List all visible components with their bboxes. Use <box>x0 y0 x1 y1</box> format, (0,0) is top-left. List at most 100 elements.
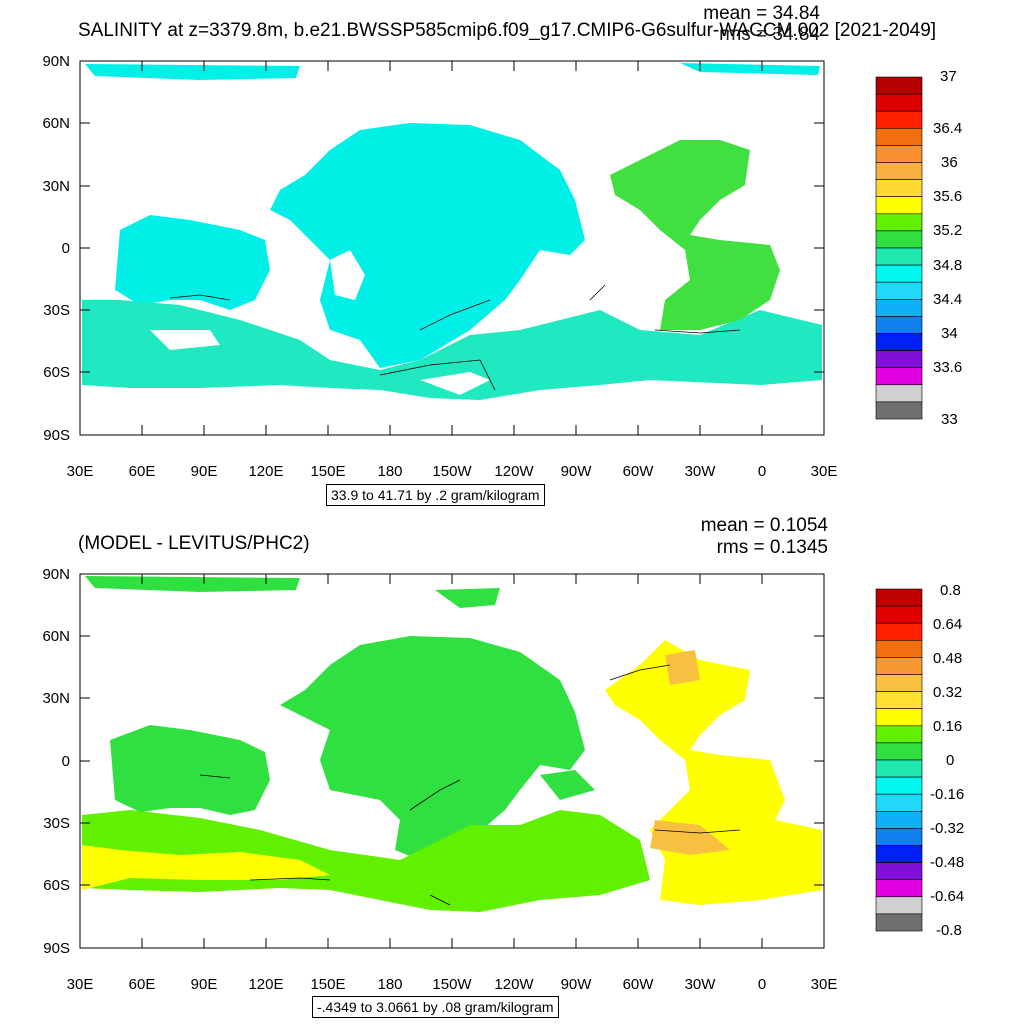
panel2-ocean-fields <box>82 576 822 912</box>
panel2-x-label: 120W <box>494 976 534 993</box>
panel2-title: (MODEL - LEVITUS/PHC2) <box>78 533 310 554</box>
panel2-x-label: 150E <box>310 976 346 993</box>
panel1-mean: mean = 34.84 <box>703 3 820 24</box>
panel2-cb-label: -0.8 <box>936 922 962 939</box>
panel1-arctic-ocean <box>85 64 300 80</box>
panel2-colorbar <box>875 588 923 932</box>
panel2-rms: rms = 0.1345 <box>716 537 828 558</box>
colorbar-swatch <box>875 674 923 692</box>
panel1-cb-label: 36.4 <box>933 120 963 137</box>
panel2-x-label: 90W <box>560 976 592 993</box>
colorbar-swatch <box>875 759 923 778</box>
panel1-x-label: 90E <box>190 463 218 480</box>
panel1-x-label: 30E <box>810 463 838 480</box>
panel1-cb-label: 37 <box>940 68 957 85</box>
colorbar-swatch <box>875 316 923 334</box>
panel1-pacific-ocean <box>270 123 585 368</box>
panel2-x-label: 120E <box>248 976 284 993</box>
panel1-x-label: 150W <box>432 463 472 480</box>
colorbar-swatch <box>875 913 923 932</box>
panel1-y-label-60s: 60S <box>43 364 70 381</box>
panel2-y-ticks <box>80 573 824 949</box>
panel1-y-label-30n: 30N <box>42 178 70 195</box>
colorbar-swatch <box>875 298 923 317</box>
panel1-x-label: 30W <box>684 463 716 480</box>
panel2-x-ticks <box>79 574 825 948</box>
colorbar-swatch <box>875 810 923 829</box>
colorbar-swatch <box>875 793 923 812</box>
colorbar-swatch <box>875 76 923 95</box>
colorbar-swatch <box>875 828 923 846</box>
panel2-y-label-30n: 30N <box>42 690 70 707</box>
panel1-y-label-30s: 30S <box>43 302 70 319</box>
panel2-x-label: 60W <box>622 976 654 993</box>
colorbar-swatch <box>875 333 923 351</box>
colorbar-swatch <box>875 384 923 403</box>
panel1-x-label: 150E <box>310 463 346 480</box>
panel1-arctic-ocean-east <box>680 63 820 75</box>
colorbar-swatch <box>875 845 923 863</box>
colorbar-swatch <box>875 128 923 146</box>
colorbar-swatch <box>875 657 923 675</box>
panel2-cb-label: 0.16 <box>933 718 963 735</box>
colorbar-swatch <box>875 776 923 795</box>
panel2-cb-label: -0.48 <box>930 854 965 871</box>
panel2-y-label-60s: 60S <box>43 877 70 894</box>
panel1-x-label: 60E <box>128 463 156 480</box>
panel2-x-label: 30E <box>66 976 94 993</box>
panel1-cb-label: 34.4 <box>933 291 963 308</box>
panel2-range-label: -.4349 to 3.0661 by .08 gram/kilogram <box>312 996 559 1018</box>
panel2-x-label: 60E <box>128 976 156 993</box>
panel2-y-label-90s: 90S <box>43 940 70 957</box>
colorbar-swatch <box>875 213 923 232</box>
panel1-x-label: 30E <box>66 463 94 480</box>
colorbar-swatch <box>875 350 923 369</box>
panel1-contours <box>169 284 741 391</box>
colorbar-swatch <box>875 708 923 727</box>
panel1-title: SALINITY at z=3379.8m, b.e21.BWSSP585cmi… <box>78 20 937 41</box>
panel2-cb-label: -0.32 <box>930 820 965 837</box>
colorbar-swatch <box>875 162 923 180</box>
panel2-cb-label: -0.16 <box>930 786 965 803</box>
panel2-x-label: 30W <box>684 976 716 993</box>
panel2-x-label: 90E <box>190 976 218 993</box>
panel1-cb-label: 36 <box>941 154 958 171</box>
panel1-colorbar <box>875 76 923 420</box>
colorbar-swatch <box>875 110 923 129</box>
panel2-cb-label: 0.48 <box>933 650 963 667</box>
panel1-cb-label: 34.8 <box>933 257 963 274</box>
panel1-x-label: 90W <box>560 463 592 480</box>
panel2-mean: mean = 0.1054 <box>700 515 828 536</box>
colorbar-swatch <box>875 196 923 215</box>
panel2-indian-ocean <box>110 725 270 815</box>
panel2-y-label-0: 0 <box>61 753 70 770</box>
panel1-x-label: 0 <box>757 463 767 480</box>
panel2-y-label-30s: 30S <box>43 815 70 832</box>
panel2-southern-yellow <box>82 845 330 890</box>
panel1-cb-label: 33 <box>941 411 958 428</box>
panel2-pacific-ocean <box>280 636 585 860</box>
panel1-cb-label: 34 <box>941 325 958 342</box>
colorbar-swatch <box>875 691 923 709</box>
panel1-x-label: 60W <box>622 463 654 480</box>
colorbar-swatch <box>875 639 923 658</box>
panel1-cb-label: 35.6 <box>933 188 963 205</box>
colorbar-swatch <box>875 264 923 283</box>
colorbar-swatch <box>875 179 923 198</box>
panel2-cb-label: 0.32 <box>933 684 963 701</box>
panel1-southern-ocean <box>82 300 822 400</box>
colorbar-swatch <box>875 862 923 880</box>
colorbar-swatch <box>875 896 923 915</box>
panel1-y-ticks <box>80 60 824 436</box>
panel2-arctic-ocean-mid <box>435 588 500 608</box>
panel2-arctic-ocean <box>85 576 300 592</box>
panel2-x-label: 30E <box>810 976 838 993</box>
panel2-cb-label: 0.64 <box>933 616 963 633</box>
panel1-y-label-90n: 90N <box>42 53 70 70</box>
panel1-ocean-fields <box>82 63 822 400</box>
panel2-x-label: 150W <box>432 976 472 993</box>
panel2-contours <box>199 664 741 906</box>
panel1-landmasses <box>150 250 490 395</box>
colorbar-swatch <box>875 367 923 386</box>
